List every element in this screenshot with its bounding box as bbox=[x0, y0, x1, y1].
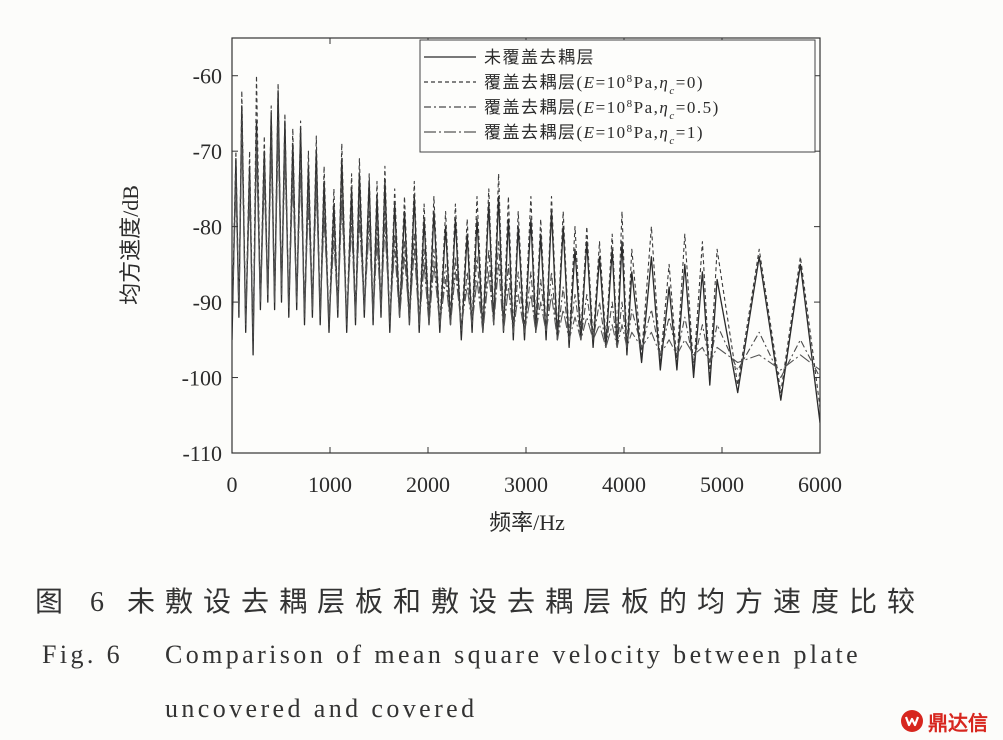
y-tick-label: -80 bbox=[193, 215, 222, 240]
legend-label: 覆盖去耦层(E=108Pa,ηc=1) bbox=[484, 123, 704, 147]
watermark: 鼎达信 bbox=[900, 706, 988, 736]
caption-en-label: Fig. 6 bbox=[42, 640, 124, 669]
legend-label-part: 覆盖去耦层( bbox=[484, 123, 584, 142]
y-tick-label: -100 bbox=[182, 366, 222, 391]
legend-box bbox=[419, 39, 816, 153]
legend-label-part: 未覆盖去耦层 bbox=[484, 48, 595, 67]
legend-label-part: c bbox=[669, 110, 675, 122]
x-tick-label: 3000 bbox=[504, 472, 548, 497]
x-axis-label: 频率/Hz bbox=[489, 510, 565, 535]
legend-label-part: Pa, bbox=[634, 123, 660, 142]
x-tick-label: 1000 bbox=[308, 472, 352, 497]
series-line-2 bbox=[232, 75, 820, 408]
legend-label-part: η bbox=[659, 123, 669, 142]
legend-label-part: =0.5) bbox=[676, 98, 720, 117]
legend-label-part: 覆盖去耦层( bbox=[484, 73, 584, 92]
logo-icon bbox=[901, 710, 923, 732]
watermark-text: 鼎达信 bbox=[928, 710, 988, 735]
legend-label-part: =1) bbox=[676, 123, 704, 142]
y-tick-label: -90 bbox=[193, 290, 222, 315]
y-tick-label: -110 bbox=[182, 441, 222, 466]
legend-label-part: =10 bbox=[596, 123, 627, 142]
y-axis-label: 均方速度/dB bbox=[118, 185, 143, 305]
legend-label-part: =10 bbox=[596, 73, 627, 92]
legend-item: 未覆盖去耦层 bbox=[424, 48, 595, 67]
legend-label-part: 8 bbox=[627, 98, 634, 110]
legend-label-part: Pa, bbox=[634, 73, 660, 92]
caption-en-line2: uncovered and covered bbox=[165, 694, 478, 723]
x-tick-label: 6000 bbox=[798, 472, 842, 497]
legend-label: 未覆盖去耦层 bbox=[484, 48, 595, 67]
chart: 0 1000 2000 3000 4000 5000 6000 -110 -100 -90 -80 -… bbox=[118, 37, 842, 535]
legend-label-part: 8 bbox=[627, 123, 634, 135]
legend-label-part: 覆盖去耦层( bbox=[484, 98, 584, 117]
legend-label-part: E bbox=[583, 123, 596, 142]
legend-label-part: 8 bbox=[627, 73, 634, 85]
x-tick-label: 4000 bbox=[602, 472, 646, 497]
caption-cn-text: 未敷设去耦层板和敷设去耦层板的均方速度比较 bbox=[127, 587, 926, 618]
caption-cn-label: 图 6 bbox=[35, 587, 115, 618]
x-tick-label: 2000 bbox=[406, 472, 450, 497]
caption-en-line1: Comparison of mean square velocity betwe… bbox=[165, 640, 862, 669]
legend-item: 覆盖去耦层(E=108Pa,ηc=0.5) bbox=[424, 98, 720, 122]
legend-label-part: Pa, bbox=[634, 98, 660, 117]
legend-label-part: η bbox=[659, 98, 669, 117]
legend-label-part: c bbox=[669, 85, 675, 97]
legend-label-part: E bbox=[583, 73, 596, 92]
legend-label-part: =0) bbox=[676, 73, 704, 92]
y-tick-label: -70 bbox=[193, 139, 222, 164]
legend-label-part: E bbox=[583, 98, 596, 117]
legend-label-part: c bbox=[669, 135, 675, 147]
y-tick-label: -60 bbox=[193, 64, 222, 89]
legend-item: 覆盖去耦层(E=108Pa,ηc=0) bbox=[424, 73, 704, 97]
legend-label-part: η bbox=[659, 73, 669, 92]
legend-item: 覆盖去耦层(E=108Pa,ηc=1) bbox=[424, 123, 704, 147]
x-tick-label: 0 bbox=[227, 472, 238, 497]
legend-label-part: =10 bbox=[596, 98, 627, 117]
legend: 未覆盖去耦层覆盖去耦层(E=108Pa,ηc=0)覆盖去耦层(E=108Pa,η… bbox=[419, 39, 816, 153]
series-group bbox=[232, 75, 820, 423]
series-line-3 bbox=[232, 120, 820, 379]
legend-label: 覆盖去耦层(E=108Pa,ηc=0) bbox=[484, 73, 704, 97]
x-tick-label: 5000 bbox=[700, 472, 744, 497]
series-line-4 bbox=[232, 135, 820, 371]
legend-label: 覆盖去耦层(E=108Pa,ηc=0.5) bbox=[484, 98, 720, 122]
